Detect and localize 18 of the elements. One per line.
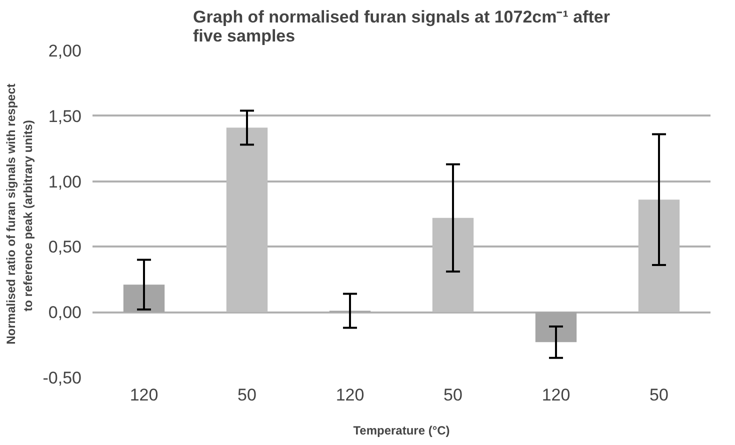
bar [638, 200, 680, 312]
y-tick-label: 1,50 [48, 106, 82, 126]
x-tick-label: 50 [444, 386, 462, 404]
x-tick-label: 50 [238, 386, 256, 404]
y-tick-label: 0,00 [48, 303, 82, 322]
x-tick-label: 120 [336, 386, 364, 404]
y-tick-label: 0,50 [48, 238, 82, 257]
x-tick-label: 50 [650, 386, 668, 404]
bar [226, 128, 268, 312]
y-tick-label: -0,50 [42, 368, 82, 388]
x-axis-title: Temperature (°C) [353, 424, 450, 438]
chart-title: Graph of normalised furan signals at 1072cm⁻¹ after five samples [193, 8, 610, 46]
y-tick-label: 1,00 [48, 172, 82, 192]
y-tick-label: 2,00 [48, 42, 82, 60]
x-tick-label: 120 [130, 386, 158, 404]
y-axis-title: Normalised ratio of furan signals with respect to reference peak (arbitrary units) [4, 84, 35, 344]
x-tick-label: 120 [542, 386, 570, 404]
bar [432, 218, 474, 312]
